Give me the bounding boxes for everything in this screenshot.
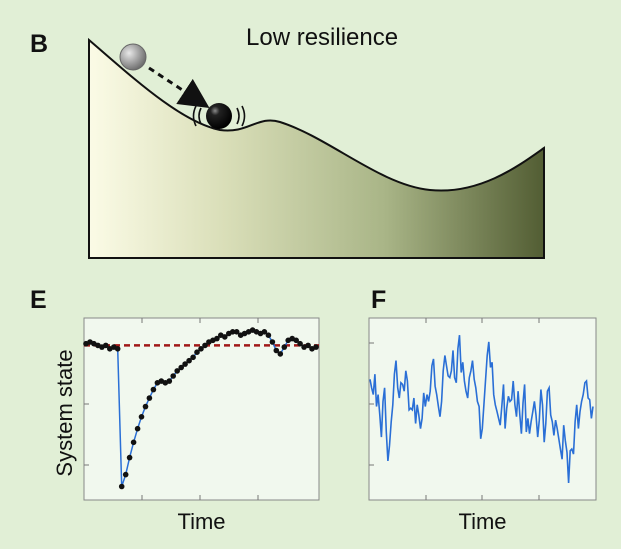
data-point [281, 344, 288, 350]
panel-e-ylabel: System state [52, 349, 77, 477]
data-point [190, 354, 196, 361]
panel-f-series-line [369, 335, 594, 484]
data-point [103, 342, 109, 349]
panel-f-ticks [369, 318, 540, 500]
panel-b-title: Low resilience [246, 24, 399, 51]
data-point [170, 373, 176, 379]
data-point [178, 364, 184, 371]
data-point [222, 334, 228, 340]
data-point [261, 329, 268, 335]
panel-e-data-points [83, 327, 319, 490]
landscape-diagram [88, 37, 545, 259]
data-point [198, 346, 204, 352]
panel-e-ticks [84, 318, 259, 500]
panel-letter-e: E [30, 286, 47, 314]
data-point [273, 347, 280, 354]
stability-landscape [88, 37, 545, 259]
data-point [138, 414, 145, 420]
data-point [118, 483, 125, 490]
data-point [293, 337, 300, 344]
data-point [134, 425, 141, 432]
grey-ball-initial [119, 43, 147, 71]
data-point [130, 439, 137, 446]
vibration-marks [192, 105, 246, 127]
data-point [277, 351, 284, 357]
panel-letter-b: B [30, 30, 49, 58]
data-point [166, 378, 173, 384]
data-point [202, 342, 208, 349]
panel-e-plot [83, 317, 320, 501]
data-point [146, 395, 153, 401]
panel-f-xlabel: Time [458, 509, 507, 534]
panel-e-xlabel: Time [177, 509, 226, 534]
data-point [305, 342, 311, 349]
data-point [269, 339, 276, 345]
panel-f-plot [368, 317, 597, 501]
data-point [297, 340, 303, 347]
data-point [233, 329, 240, 335]
data-point [126, 454, 133, 461]
data-point [313, 344, 319, 350]
data-point [122, 471, 129, 478]
black-ball-current [206, 103, 232, 129]
data-point [265, 332, 272, 339]
data-point [150, 386, 157, 393]
data-point [114, 346, 121, 352]
data-point [142, 403, 149, 410]
data-point [186, 357, 192, 364]
data-point [229, 329, 236, 335]
panel-f-axes [368, 317, 597, 501]
data-point [214, 335, 220, 342]
data-point [194, 349, 200, 356]
panel-letter-f: F [371, 286, 387, 314]
data-point [174, 368, 180, 374]
data-point [182, 361, 188, 367]
